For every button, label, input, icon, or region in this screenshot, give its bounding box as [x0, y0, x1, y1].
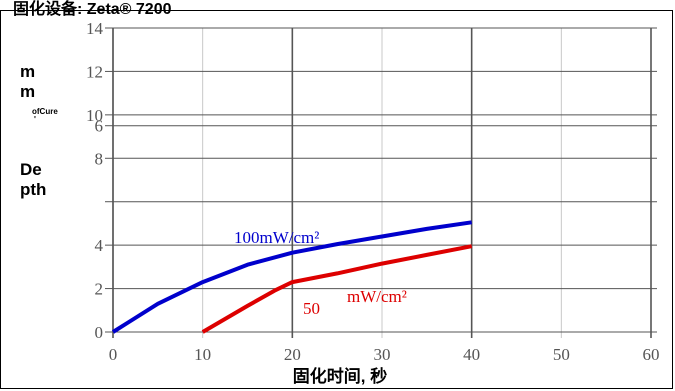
y-axis-label: m m ofCure ' De pth	[20, 62, 58, 199]
y-axis-label-sub: ofCure	[32, 107, 58, 117]
y-axis-label-line2: m	[20, 81, 36, 101]
x-tick-label: 10	[194, 345, 211, 364]
x-tick-label: 50	[553, 345, 570, 364]
x-axis-label: 固化时间, 秒	[292, 367, 388, 386]
x-tick-label: 30	[374, 345, 391, 364]
y-tick-label: 12	[86, 62, 103, 81]
y-tick-label: 4	[95, 236, 104, 255]
series-label-red-number: 50	[303, 299, 320, 318]
y-axis-label-line3: De	[20, 160, 42, 180]
x-tick-label: 40	[463, 345, 480, 364]
x-tick-label: 0	[109, 345, 118, 364]
series-line-blue	[111, 220, 472, 334]
x-tick-label: 20	[284, 345, 301, 364]
y-tick-label: 2	[95, 280, 104, 299]
y-tick-label: 8	[95, 149, 104, 168]
chart-title: 固化设备: Zeta® 7200	[13, 1, 172, 18]
series-label-blue: 100mW/cm²	[234, 228, 319, 247]
y-tick-label: 10	[86, 106, 103, 125]
y-axis-label-gap	[20, 124, 58, 160]
y-axis-label-mark: '	[34, 115, 36, 125]
y-axis-label-line4: pth	[20, 179, 47, 199]
y-tick-label: 6	[95, 117, 104, 136]
y-tick-label: 14	[86, 19, 104, 38]
x-tick-label: 60	[643, 345, 660, 364]
y-axis-label-line1: m	[20, 62, 36, 81]
series-label-red-unit: mW/cm²	[347, 287, 407, 306]
series-line-red	[201, 244, 473, 334]
y-tick-label: 0	[95, 323, 104, 342]
